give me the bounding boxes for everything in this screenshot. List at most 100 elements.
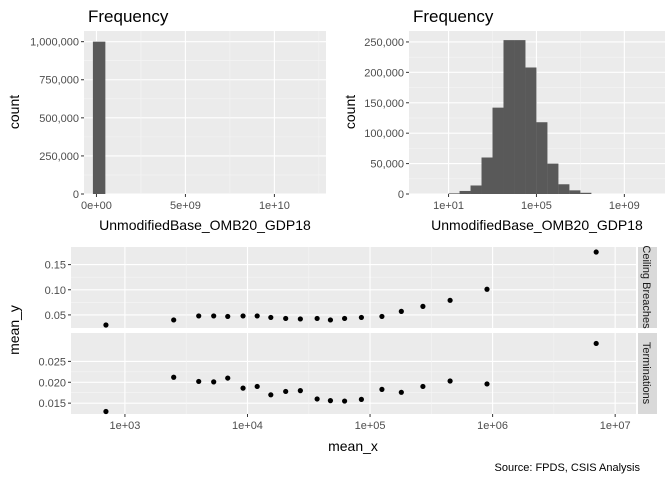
scatter-point bbox=[196, 313, 202, 319]
scatter-point bbox=[171, 317, 177, 323]
histogram-bar bbox=[558, 184, 570, 194]
scatter-point bbox=[297, 388, 303, 394]
scatter-point bbox=[327, 398, 334, 404]
histogram-bar bbox=[448, 193, 460, 194]
facet-ceiling-breaches-y-tick-label: 0.15 bbox=[45, 260, 66, 272]
facet-terminations-strip bbox=[638, 333, 657, 414]
scatter-point bbox=[447, 378, 453, 384]
linear-histogram-panel bbox=[84, 31, 326, 194]
scatter-point bbox=[283, 315, 289, 322]
scatter-point bbox=[398, 308, 404, 314]
scatter-point bbox=[196, 378, 202, 385]
log-histogram-y-tick-label: 0 bbox=[398, 189, 404, 201]
scatter-point bbox=[420, 383, 426, 390]
linear-histogram-y-ticks: 0 250,000 500,000 750,000 1,000,000 bbox=[30, 37, 84, 201]
scatter-point bbox=[358, 396, 364, 402]
faceted-scatter-x-tick-label: 1e+06 bbox=[477, 420, 508, 432]
log-histogram-y-tick-label: 150,000 bbox=[364, 98, 404, 110]
histogram-bar bbox=[569, 190, 581, 194]
histogram-bar bbox=[547, 163, 559, 194]
linear-histogram-x-ticks: 0e+00 5e+09 1e+10 bbox=[81, 194, 290, 212]
scatter-point bbox=[254, 383, 260, 390]
linear-histogram-title: Frequency bbox=[88, 7, 169, 26]
histogram-bar bbox=[580, 192, 592, 194]
linear-histogram-y-tick-label: 250,000 bbox=[39, 151, 79, 163]
source-caption: Source: FPDS, CSIS Analysis bbox=[495, 462, 641, 474]
faceted-scatter-x-ticks: 1e+03 1e+04 1e+05 1e+06 1e+07 bbox=[109, 414, 631, 432]
log-histogram: Frequency 0 50,000 100,000 150,000 200,000 25… bbox=[342, 7, 665, 233]
scatter-point bbox=[171, 374, 177, 380]
scatter-point bbox=[103, 322, 109, 328]
facet-terminations-panel bbox=[71, 333, 636, 414]
log-histogram-x-tick-label: 1e+09 bbox=[609, 200, 640, 212]
facet-ceiling-breaches-strip bbox=[638, 247, 657, 328]
scatter-point bbox=[211, 379, 217, 385]
histogram-bar bbox=[536, 122, 548, 194]
scatter-point bbox=[314, 396, 320, 402]
scatter-point bbox=[342, 315, 348, 322]
scatter-point bbox=[240, 385, 246, 391]
scatter-point bbox=[225, 375, 231, 381]
scatter-point bbox=[484, 381, 490, 387]
facet-ceiling-breaches-y-ticks: 0.05 0.10 0.15 bbox=[45, 260, 71, 322]
histogram-bar bbox=[92, 41, 106, 195]
faceted-scatter-x-tick-label: 1e+03 bbox=[109, 420, 140, 432]
facet-ceiling-breaches-points bbox=[103, 249, 599, 328]
facet-terminations-strip-label: Terminations bbox=[640, 342, 652, 405]
log-histogram-y-tick-label: 50,000 bbox=[370, 159, 404, 171]
facet-terminations-y-tick-label: 0.020 bbox=[38, 377, 66, 389]
histogram-bar bbox=[503, 40, 515, 194]
scatter-point bbox=[254, 313, 260, 319]
scatter-point bbox=[268, 314, 274, 321]
facet-ceiling-breaches-strip-label: Ceiling Breaches bbox=[640, 245, 652, 329]
facet-terminations: 0.015 0.020 0.025 Terminations bbox=[38, 333, 657, 415]
scatter-point bbox=[420, 303, 426, 309]
scatter-point bbox=[379, 313, 385, 320]
linear-histogram-y-tick-label: 500,000 bbox=[39, 113, 79, 125]
linear-histogram-ylabel: count bbox=[6, 95, 22, 129]
histogram-bar bbox=[525, 67, 537, 194]
linear-histogram-x-tick-label: 1e+10 bbox=[259, 200, 290, 212]
log-histogram-ylabel: count bbox=[342, 95, 358, 129]
log-histogram-x-tick-label: 1e+01 bbox=[433, 200, 464, 212]
faceted-scatter-x-tick-label: 1e+04 bbox=[232, 420, 263, 432]
facet-ceiling-breaches-y-tick-label: 0.05 bbox=[45, 310, 66, 322]
log-histogram-x-tick-label: 1e+05 bbox=[521, 200, 552, 212]
faceted-scatter: 0.05 0.10 0.15 Ceiling Breaches 0.015 0.020… bbox=[6, 245, 657, 454]
histogram-bar bbox=[481, 157, 493, 194]
scatter-point bbox=[240, 313, 246, 319]
facet-ceiling-breaches-y-tick-label: 0.10 bbox=[45, 285, 66, 297]
linear-histogram-x-tick-label: 0e+00 bbox=[81, 200, 112, 212]
scatter-point bbox=[342, 398, 348, 404]
facet-terminations-y-ticks: 0.015 0.020 0.025 bbox=[38, 356, 71, 410]
histogram-bar bbox=[470, 185, 482, 194]
linear-histogram-xlabel: UnmodifiedBase_OMB20_GDP18 bbox=[99, 217, 311, 233]
scatter-point bbox=[225, 313, 231, 320]
linear-histogram: Frequency 0 250,000 500,000 750,000 1,000,00… bbox=[6, 7, 326, 233]
scatter-point bbox=[211, 313, 217, 319]
histogram-bar bbox=[514, 40, 526, 194]
log-histogram-bars bbox=[448, 40, 592, 194]
scatter-point bbox=[327, 317, 334, 323]
facet-terminations-grid bbox=[71, 333, 636, 414]
linear-histogram-y-tick-label: 750,000 bbox=[39, 75, 79, 87]
scatter-point bbox=[447, 297, 453, 303]
log-histogram-y-tick-label: 250,000 bbox=[364, 37, 404, 49]
faceted-scatter-x-tick-label: 1e+05 bbox=[355, 420, 386, 432]
scatter-point bbox=[358, 314, 364, 321]
log-histogram-title: Frequency bbox=[413, 7, 494, 26]
facet-terminations-y-tick-label: 0.025 bbox=[38, 356, 66, 368]
facet-ceiling-breaches: 0.05 0.10 0.15 Ceiling Breaches bbox=[45, 245, 657, 329]
scatter-point bbox=[398, 389, 404, 395]
facet-ceiling-breaches-panel bbox=[71, 247, 636, 328]
linear-histogram-y-tick-label: 0 bbox=[73, 189, 79, 201]
histogram-bar bbox=[492, 107, 504, 194]
facet-ceiling-breaches-grid bbox=[71, 247, 636, 328]
scatter-point bbox=[484, 286, 490, 292]
scatter-point bbox=[283, 388, 289, 395]
faceted-scatter-ylabel: mean_y bbox=[6, 305, 22, 355]
log-histogram-xlabel: UnmodifiedBase_OMB20_GDP18 bbox=[431, 217, 643, 233]
scatter-point bbox=[314, 315, 320, 322]
scatter-point bbox=[268, 392, 274, 398]
